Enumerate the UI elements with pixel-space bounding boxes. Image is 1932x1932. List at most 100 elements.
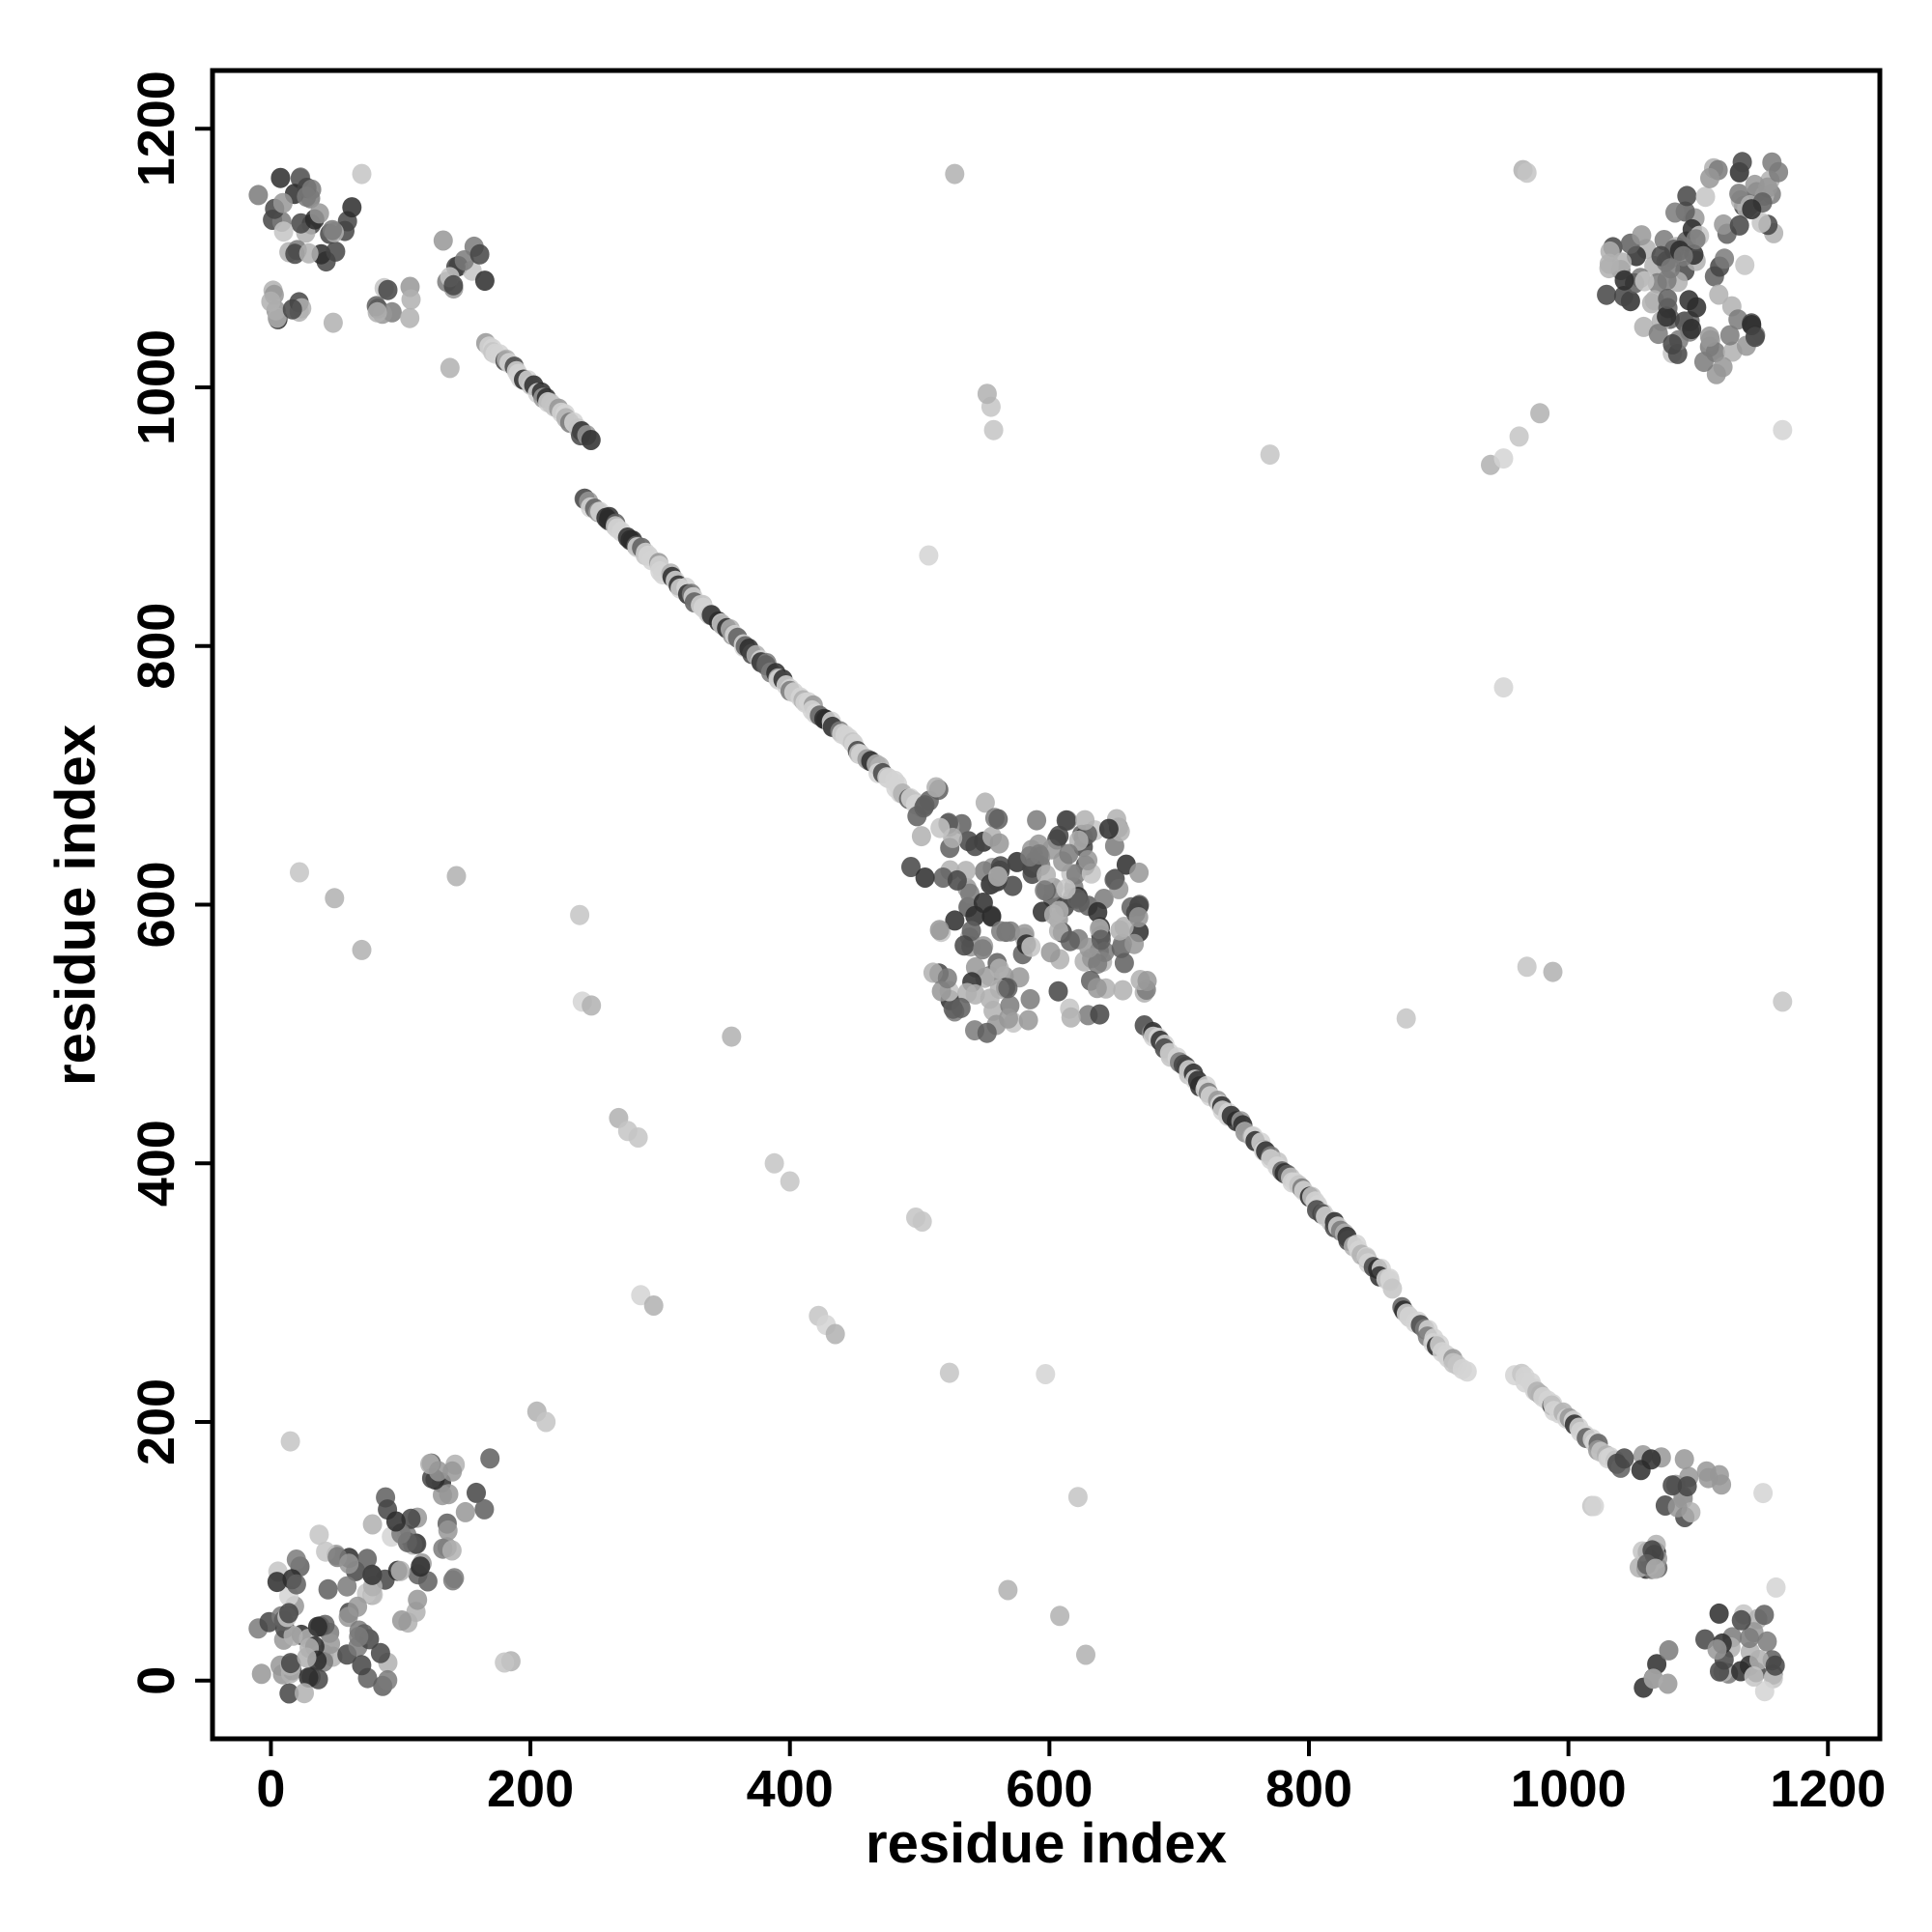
data-point-674: [283, 1625, 303, 1646]
data-point-724: [438, 1520, 458, 1541]
data-point-586: [1745, 327, 1765, 348]
data-point-796: [1667, 1496, 1688, 1518]
data-point-475: [1137, 971, 1157, 991]
data-point-880: [764, 1152, 784, 1174]
data-point-578: [1699, 326, 1719, 347]
y-axis-title: residue index: [44, 724, 107, 1086]
data-point-470: [1087, 978, 1107, 999]
data-point-748: [480, 1448, 500, 1469]
data-point-865: [290, 862, 309, 883]
data-point-815: [1731, 1609, 1751, 1631]
data-point-444: [1035, 880, 1055, 901]
data-point-722: [408, 1589, 428, 1610]
x-tick-label-4: 800: [1265, 1760, 1352, 1818]
data-point-314: [1003, 875, 1023, 896]
data-point-485: [1104, 869, 1124, 891]
data-point-619: [273, 221, 294, 242]
data-point-716: [391, 1610, 412, 1631]
data-point-359: [989, 958, 1009, 980]
data-point-868: [352, 939, 372, 960]
data-point-863: [919, 545, 939, 566]
data-point-445: [1070, 892, 1090, 913]
data-point-327: [929, 920, 950, 941]
data-point-334: [915, 867, 935, 888]
data-point-34: [581, 430, 601, 450]
data-point-520: [1648, 324, 1668, 345]
data-point-566: [1742, 199, 1762, 220]
data-point-817: [1757, 1631, 1777, 1652]
data-point-462: [1061, 1007, 1081, 1028]
data-point-460: [1088, 953, 1108, 975]
data-point-773: [280, 1653, 300, 1674]
scatter-points: [248, 152, 1793, 1704]
data-point-234: [1382, 1278, 1403, 1299]
data-point-649: [469, 243, 490, 265]
data-point-373: [999, 1008, 1018, 1029]
data-point-693: [307, 1616, 327, 1637]
data-point-847: [1749, 1649, 1769, 1670]
data-point-656: [378, 279, 398, 300]
data-point-732: [390, 1560, 411, 1581]
data-point-642: [433, 230, 453, 251]
data-point-741: [441, 1540, 462, 1561]
data-point-648: [454, 250, 474, 270]
y-tick-label-5: 1000: [128, 329, 185, 445]
data-point-874: [1543, 961, 1563, 982]
data-point-888: [825, 1323, 845, 1345]
data-point-867: [325, 888, 345, 909]
data-point-699: [337, 1576, 357, 1597]
data-point-439: [1088, 901, 1108, 923]
data-point-744: [385, 1511, 406, 1532]
data-point-333: [973, 893, 993, 913]
data-point-897: [1076, 1644, 1095, 1665]
data-point-752: [442, 1461, 463, 1482]
data-point-859: [1493, 448, 1514, 469]
data-point-571: [1693, 352, 1714, 373]
data-point-712: [348, 1596, 368, 1617]
data-point-409: [1027, 810, 1047, 831]
y-tick-label-0: 0: [128, 1666, 185, 1695]
data-point-417: [1037, 865, 1057, 886]
data-point-432: [1078, 850, 1098, 870]
data-point-436: [1056, 878, 1076, 899]
data-point-650: [474, 270, 495, 292]
data-point-530: [1735, 254, 1755, 275]
data-point-538: [1665, 202, 1685, 223]
data-point-856: [983, 419, 1004, 440]
data-point-777: [295, 1683, 314, 1704]
data-point-895: [998, 1579, 1018, 1601]
y-tick-label-3: 600: [128, 861, 185, 948]
data-point-896: [1050, 1605, 1070, 1627]
data-point-580: [1719, 325, 1740, 346]
data-point-853: [1517, 162, 1537, 184]
data-point-726: [401, 1508, 421, 1529]
data-point-655: [400, 307, 420, 328]
data-point-785: [1641, 1449, 1662, 1470]
data-point-879: [628, 1127, 648, 1148]
data-point-899: [440, 357, 460, 379]
data-point-889: [939, 1362, 959, 1383]
data-point-901: [401, 289, 421, 310]
data-point-447: [1060, 930, 1080, 952]
data-point-861: [1530, 403, 1550, 424]
data-point-330: [947, 869, 967, 891]
data-point-372: [951, 997, 971, 1018]
data-point-898: [280, 1431, 300, 1452]
data-point-453: [1020, 988, 1040, 1009]
data-point-671: [251, 1663, 271, 1685]
data-point-455: [1021, 936, 1041, 957]
data-point-353: [973, 939, 993, 960]
data-point-431: [1129, 862, 1150, 883]
data-point-751: [433, 1485, 452, 1506]
data-point-326: [945, 910, 965, 931]
y-tick-label-1: 200: [128, 1378, 185, 1465]
data-point-305: [926, 777, 947, 798]
data-point-452: [1018, 1009, 1038, 1031]
data-point-875: [1773, 991, 1793, 1012]
data-point-821: [1659, 1639, 1679, 1661]
data-point-908: [1584, 1495, 1605, 1517]
data-point-766: [349, 1626, 369, 1647]
data-point-608: [270, 167, 291, 188]
x-tick-label-2: 400: [747, 1760, 834, 1818]
